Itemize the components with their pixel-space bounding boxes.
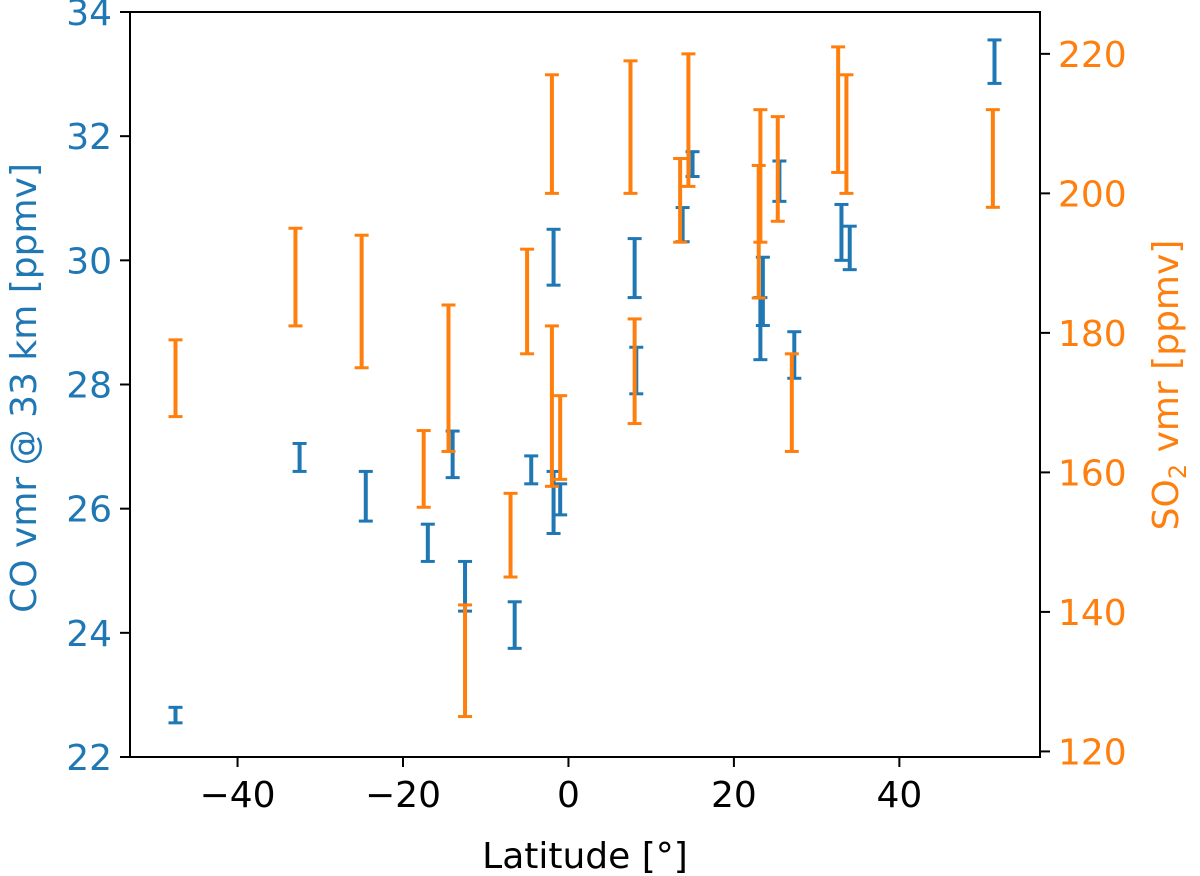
so2-error-bar <box>168 338 183 419</box>
left-y-tick-label: 28 <box>66 366 112 407</box>
co-error-bar <box>292 441 307 473</box>
co-error-bar <box>553 482 568 517</box>
co-error-bar <box>834 202 849 262</box>
right-y-tick-label: 160 <box>1058 453 1127 494</box>
co-error-bar <box>507 600 522 650</box>
x-axis-ticks: −40 −20 0 20 40 <box>200 757 922 816</box>
so2-error-bar <box>416 429 431 509</box>
left-y-tick-label: 32 <box>66 117 112 158</box>
left-y-tick-label: 30 <box>66 241 112 282</box>
so2-error-bar <box>784 352 799 453</box>
so2-error-bar <box>623 59 638 195</box>
co-error-bar <box>358 469 373 523</box>
right-y-tick-label: 180 <box>1058 314 1127 355</box>
right-y-tick-label: 220 <box>1058 35 1127 76</box>
so2-error-bar <box>839 73 854 195</box>
so2-error-bar <box>458 603 473 719</box>
so2-error-bar <box>770 115 785 223</box>
so2-error-bar <box>354 233 369 370</box>
so2-error-bar <box>544 324 559 488</box>
right-y-tick-label: 140 <box>1058 593 1127 634</box>
x-tick-label: 40 <box>876 775 922 816</box>
right-y-axis-title-subscript: 2 <box>1164 464 1192 479</box>
co-error-bar <box>546 227 561 287</box>
left-y-tick-label: 24 <box>66 614 112 655</box>
x-tick-label: 0 <box>557 775 580 816</box>
so2-error-bar <box>831 45 846 174</box>
co-error-bar <box>420 522 435 563</box>
so2-error-bar <box>520 247 535 356</box>
x-tick-label: 20 <box>711 775 757 816</box>
so2-series <box>168 45 1000 719</box>
so2-error-bar <box>673 156 688 244</box>
left-y-axis-title: CO vmr @ 33 km [ppmv] <box>4 163 45 613</box>
so2-error-bar <box>753 108 768 244</box>
right-y-axis-ticks: 120 140 160 180 200 220 <box>1040 35 1127 773</box>
right-y-tick-label: 120 <box>1058 732 1127 773</box>
so2-error-bar <box>503 491 518 579</box>
so2-error-bar <box>985 108 1000 209</box>
co-error-bar <box>842 224 857 272</box>
co-error-bar <box>524 454 539 486</box>
so2-error-bar <box>441 303 456 453</box>
co-series <box>168 38 1002 725</box>
right-y-axis-title: SO2 vmr [ppmv] <box>1146 240 1192 531</box>
right-y-axis-title-main: SO <box>1146 479 1187 530</box>
co-error-bar <box>627 237 642 300</box>
x-axis-title: Latitude [°] <box>482 836 688 876</box>
so2-error-bar <box>553 394 568 481</box>
co-error-bar <box>168 705 183 725</box>
so2-error-bar <box>288 226 303 328</box>
left-y-tick-label: 22 <box>66 738 112 779</box>
left-y-axis-ticks: 22 24 26 28 30 32 34 <box>66 0 130 779</box>
left-y-tick-label: 34 <box>66 0 112 34</box>
left-y-tick-label: 26 <box>66 490 112 531</box>
so2-error-bar <box>681 52 696 188</box>
right-y-tick-label: 200 <box>1058 174 1127 215</box>
co-error-bar <box>987 38 1002 85</box>
x-tick-label: −20 <box>365 775 441 816</box>
so2-error-bar <box>544 73 559 195</box>
so2-error-bar <box>627 317 642 426</box>
x-tick-label: −40 <box>200 775 276 816</box>
right-y-axis-title-rest: vmr [ppmv] <box>1146 240 1187 464</box>
